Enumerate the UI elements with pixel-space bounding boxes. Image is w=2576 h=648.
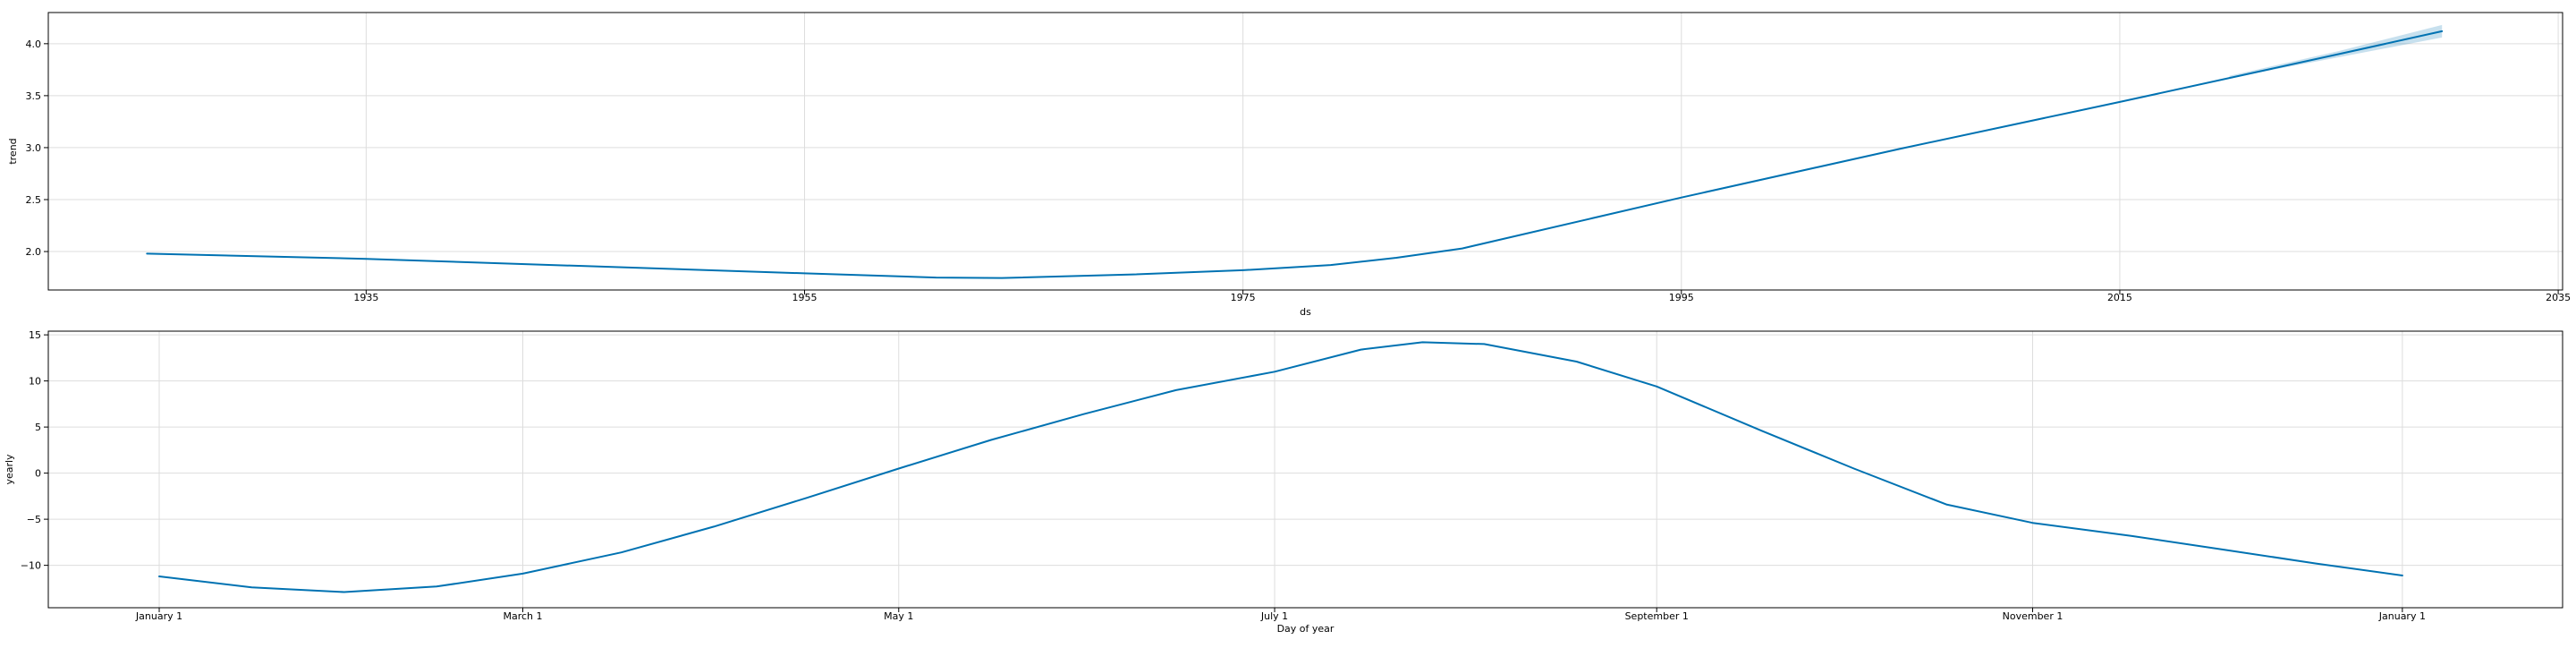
trend-series-line: [146, 30, 2444, 279]
trend-x-tick-label: 2035: [2546, 292, 2571, 303]
yearly-y-tick-label: 5: [35, 422, 41, 433]
trend-axes-frame: [47, 12, 2563, 291]
trend-x-tick-label: 1995: [1669, 292, 1694, 303]
yearly-y-axis-label: yearly: [4, 454, 15, 485]
yearly-series-line: [158, 341, 2403, 593]
yearly-x-tick-label: September 1: [1625, 610, 1689, 622]
trend-x-axis-label: ds: [1300, 306, 1311, 318]
trend-y-tick-label: 4.0: [26, 38, 42, 50]
yearly-x-tick-label: May 1: [884, 610, 913, 622]
trend-y-tick-label: 3.0: [26, 142, 42, 154]
trend-x-tick-label: 1975: [1231, 292, 1256, 303]
trend-y-axis-label: trend: [7, 138, 19, 164]
yearly-x-tick-label: January 1: [135, 610, 182, 622]
trend-y-tick-label: 2.0: [26, 246, 42, 258]
trend-x-tick-label: 1955: [792, 292, 818, 303]
yearly-y-tick-label: −5: [27, 514, 41, 525]
yearly-axes-frame: [47, 330, 2563, 609]
yearly-y-tick-label: 10: [29, 376, 41, 388]
yearly-x-tick-label: July 1: [1260, 610, 1288, 622]
yearly-y-tick-label: 15: [29, 329, 41, 341]
yearly-y-tick-label: −10: [21, 560, 41, 572]
yearly-x-axis-label: Day of year: [1277, 623, 1335, 635]
trend-y-tick-label: 2.5: [26, 194, 42, 206]
trend-x-tick-label: 1935: [353, 292, 378, 303]
trend-x-tick-label: 2015: [2107, 292, 2132, 303]
yearly-y-tick-label: 0: [35, 468, 41, 480]
trend-y-tick-label: 3.5: [26, 90, 42, 102]
yearly-x-tick-label: November 1: [2003, 610, 2063, 622]
trend-uncertainty-band: [2229, 24, 2443, 79]
yearly-x-tick-label: March 1: [503, 610, 542, 622]
yearly-x-tick-label: January 1: [2378, 610, 2426, 622]
